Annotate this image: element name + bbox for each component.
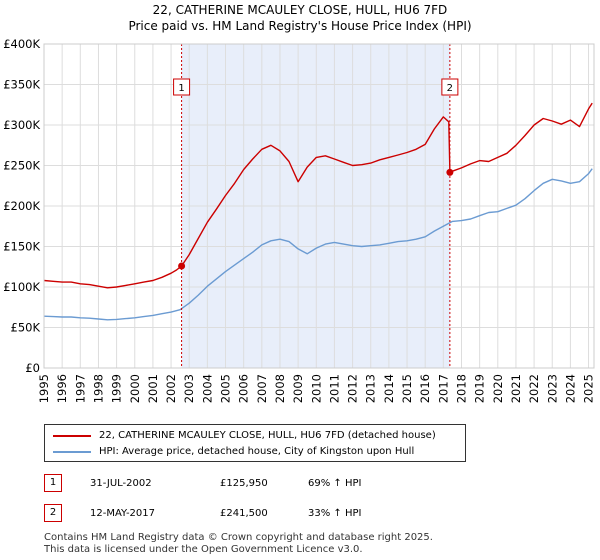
x-tick-label: 1995 (37, 374, 51, 403)
sale-price-1: £125,950 (220, 478, 268, 489)
x-tick-label: 2010 (309, 374, 323, 403)
sale-price-2: £241,500 (220, 508, 268, 519)
x-tick-label: 2007 (255, 374, 269, 403)
hpi-line (43, 168, 593, 321)
x-tick-label: 2017 (436, 374, 450, 403)
sale-point (446, 168, 454, 176)
sale-hpi-2: 33% ↑ HPI (308, 508, 362, 519)
legend: 22, CATHERINE MCAULEY CLOSE, HULL, HU6 7… (44, 424, 466, 462)
x-tick-label: 2024 (563, 374, 577, 403)
x-tick-label: 2020 (491, 374, 505, 403)
sale-hpi-1: 69% ↑ HPI (308, 478, 362, 489)
x-tick-label: 2006 (237, 374, 251, 403)
x-tick-label: 2002 (164, 374, 178, 403)
sale-point (178, 262, 186, 270)
footer: Contains HM Land Registry data © Crown c… (44, 532, 433, 556)
y-tick-label: £400K (3, 37, 40, 51)
y-tick-label: £350K (3, 78, 40, 92)
y-tick-label: £150K (3, 240, 40, 254)
x-tick-label: 2012 (346, 374, 360, 403)
x-tick-label: 2015 (400, 374, 414, 403)
x-tick-label: 2014 (382, 374, 396, 403)
legend-label-property: 22, CATHERINE MCAULEY CLOSE, HULL, HU6 7… (99, 430, 436, 441)
x-tick-label: 1996 (55, 374, 69, 403)
x-tick-label: 2023 (545, 374, 559, 403)
series-lines (43, 102, 593, 321)
y-tick-label: £100K (3, 280, 40, 294)
x-tick-label: 2005 (219, 374, 233, 403)
sale-marker-label: 1 (178, 83, 184, 94)
chart-subtitle: Price paid vs. HM Land Registry's House … (128, 19, 471, 33)
x-tick-label: 2016 (418, 374, 432, 403)
sale-date-2: 12-MAY-2017 (90, 508, 156, 519)
x-tick-label: 2025 (582, 374, 596, 403)
x-tick-label: 2018 (455, 374, 469, 403)
price-chart: 22, CATHERINE MCAULEY CLOSE, HULL, HU6 7… (3, 3, 595, 403)
footer-licence: This data is licensed under the Open Gov… (44, 544, 363, 555)
sale-marker-box (173, 78, 191, 96)
sale-marker-label: 2 (447, 83, 453, 94)
y-tick-label: £250K (3, 159, 40, 173)
property-price-line (43, 102, 593, 289)
x-tick-label: 1999 (110, 374, 124, 403)
footer-copyright: Contains HM Land Registry data © Crown c… (44, 532, 433, 543)
y-tick-label: £200K (3, 199, 40, 213)
legend-swatch-property (53, 435, 91, 437)
sale-row-2: 2 12-MAY-2017 £241,500 33% ↑ HPI (44, 504, 464, 524)
x-tick-label: 2004 (200, 374, 214, 403)
axes: £0 £50K £100K £150K £200K £250K £300K £350K £400… (3, 37, 595, 403)
legend-swatch-hpi (53, 451, 91, 453)
sale-badge-1: 1 (44, 474, 62, 492)
x-tick-label: 2008 (273, 374, 287, 403)
x-tick-label: 2022 (527, 374, 541, 403)
sale-row-1: 1 31-JUL-2002 £125,950 69% ↑ HPI (44, 474, 464, 494)
chart-title: 22, CATHERINE MCAULEY CLOSE, HULL, HU6 7… (153, 3, 448, 17)
y-tick-label: £0 (25, 361, 40, 375)
sale-badge-2: 2 (44, 504, 62, 522)
x-tick-label: 2009 (291, 374, 305, 403)
x-tick-label: 2011 (327, 374, 341, 403)
x-tick-label: 2013 (364, 374, 378, 403)
sale-date-1: 31-JUL-2002 (90, 478, 152, 489)
y-tick-label: £50K (11, 321, 41, 335)
x-tick-label: 2001 (146, 374, 160, 403)
plot-frame (43, 43, 595, 369)
x-tick-label: 2003 (182, 374, 196, 403)
x-tick-label: 1997 (73, 374, 87, 403)
y-tick-label: £300K (3, 118, 40, 132)
sale-marker-box (441, 78, 459, 96)
x-tick-label: 2019 (473, 374, 487, 403)
x-tick-label: 2000 (128, 374, 142, 403)
x-tick-label: 2021 (509, 374, 523, 403)
legend-label-hpi: HPI: Average price, detached house, City… (99, 446, 415, 457)
x-tick-label: 1998 (91, 374, 105, 403)
